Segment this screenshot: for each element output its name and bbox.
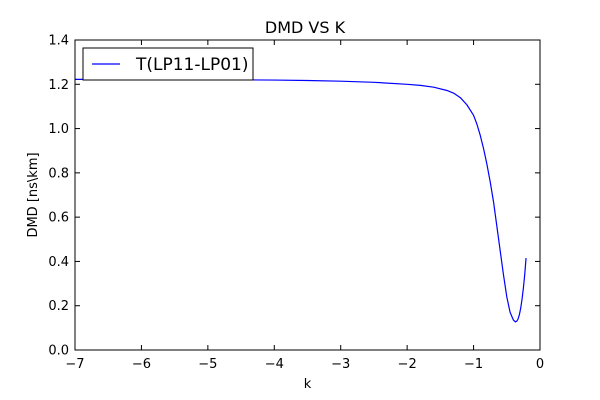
series-group <box>75 78 527 323</box>
y-tick-label: 1.0 <box>48 122 69 137</box>
legend: T(LP11-LP01) <box>82 47 254 81</box>
x-tick-label: −3 <box>331 357 350 372</box>
chart-title: DMD VS K <box>265 18 346 37</box>
series-line-0 <box>75 78 527 323</box>
y-tick-label: 1.4 <box>48 34 69 49</box>
x-axis-label: k <box>304 377 312 392</box>
plot-frame <box>74 39 541 351</box>
x-tick-label: 0 <box>536 357 544 372</box>
legend-label-t-lp11-lp01: T(LP11-LP01) <box>135 55 249 75</box>
y-tick-label: 0.6 <box>48 211 69 226</box>
y-tick-label: 0.8 <box>48 166 69 181</box>
x-tick-label: −4 <box>265 357 284 372</box>
y-tick-label: 0.0 <box>48 344 69 359</box>
y-tick-label: 0.4 <box>48 255 69 270</box>
y-axis-label: DMD [ns\km] <box>26 152 41 237</box>
x-tick-label: −1 <box>464 357 483 372</box>
x-tick-label: −2 <box>398 357 417 372</box>
x-tick-label: −6 <box>132 357 151 372</box>
y-tick-label: 1.2 <box>48 78 69 93</box>
x-tick-label: −5 <box>198 357 217 372</box>
y-tick-label: 0.2 <box>48 299 69 314</box>
x-tick-label: −7 <box>65 357 84 372</box>
ticks-group: −7 −6 −5 −4 −3 −2 −1 0 0.0 0.2 0.4 0.6 0.8 1.0 1.2 1.4 <box>48 34 544 373</box>
plot-area <box>75 40 540 350</box>
